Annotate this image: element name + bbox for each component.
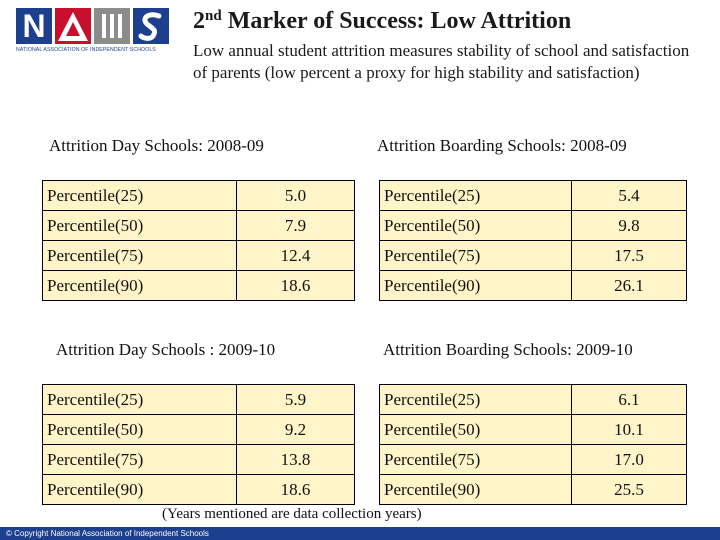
boarding-2009-table: Percentile(25) 6.1 Percentile(50) 10.1 Per… (379, 384, 687, 505)
table-row: Percentile(75) 13.8 (42, 444, 355, 475)
percentile-label: Percentile(50) (42, 414, 237, 445)
day-2008-title: Attrition Day Schools: 2008-09 (49, 136, 264, 155)
percentile-label: Percentile(90) (42, 270, 237, 301)
percentile-value: 6.1 (571, 384, 687, 415)
boarding-2009-title: Attrition Boarding Schools: 2009-10 (383, 340, 633, 359)
table-row: Percentile(90) 25.5 (379, 474, 687, 505)
percentile-value: 17.0 (571, 444, 687, 475)
percentile-value: 18.6 (236, 474, 355, 505)
title-text: Marker of Success: Low Attrition (221, 8, 572, 34)
percentile-label: Percentile(90) (379, 270, 572, 301)
percentile-value: 5.4 (571, 180, 687, 211)
table-row: Percentile(75) 17.5 (379, 240, 687, 271)
percentile-value: 9.2 (236, 414, 355, 445)
table-row: Percentile(50) 9.8 (379, 210, 687, 241)
percentile-label: Percentile(75) (42, 444, 237, 475)
table-row: Percentile(25) 5.4 (379, 180, 687, 211)
percentile-value: 12.4 (236, 240, 355, 271)
table-row: Percentile(25) 5.0 (42, 180, 355, 211)
page-title: 2nd Marker of Success: Low Attrition (193, 8, 571, 35)
percentile-label: Percentile(90) (42, 474, 237, 505)
table-row: Percentile(90) 18.6 (42, 474, 355, 505)
percentile-label: Percentile(50) (42, 210, 237, 241)
percentile-label: Percentile(50) (379, 414, 572, 445)
percentile-label: Percentile(50) (379, 210, 572, 241)
percentile-label: Percentile(25) (379, 180, 572, 211)
percentile-value: 17.5 (571, 240, 687, 271)
table-row: Percentile(75) 12.4 (42, 240, 355, 271)
logo-triangle-icon (55, 8, 91, 44)
percentile-value: 25.5 (571, 474, 687, 505)
title-superscript: nd (205, 8, 222, 24)
table-row: Percentile(50) 7.9 (42, 210, 355, 241)
percentile-label: Percentile(75) (379, 240, 572, 271)
logo-caption: NATIONAL ASSOCIATION OF INDEPENDENT SCHO… (16, 47, 156, 53)
percentile-value: 5.9 (236, 384, 355, 415)
footnote: (Years mentioned are data collection yea… (162, 506, 422, 522)
logo-columns-icon (94, 8, 130, 44)
day-2009-table: Percentile(25) 5.9 Percentile(50) 9.2 Perc… (42, 384, 355, 505)
percentile-label: Percentile(25) (42, 180, 237, 211)
footer-bar: © Copyright National Association of Inde… (0, 527, 720, 540)
percentile-value: 10.1 (571, 414, 687, 445)
table-row: Percentile(25) 5.9 (42, 384, 355, 415)
table-row: Percentile(75) 17.0 (379, 444, 687, 475)
percentile-value: 5.0 (236, 180, 355, 211)
table-row: Percentile(25) 6.1 (379, 384, 687, 415)
title-number: 2 (193, 8, 205, 34)
percentile-label: Percentile(75) (379, 444, 572, 475)
boarding-2008-title: Attrition Boarding Schools: 2008-09 (377, 136, 627, 155)
table-row: Percentile(50) 9.2 (42, 414, 355, 445)
nais-logo: N NATIONAL ASSOCIATION OF INDEPENDENT SC… (16, 8, 178, 60)
logo-tiles: N (16, 8, 178, 44)
percentile-value: 7.9 (236, 210, 355, 241)
percentile-value: 9.8 (571, 210, 687, 241)
percentile-value: 18.6 (236, 270, 355, 301)
percentile-label: Percentile(25) (379, 384, 572, 415)
logo-n-tile: N (16, 8, 52, 44)
percentile-label: Percentile(90) (379, 474, 572, 505)
copyright-text: © Copyright National Association of Inde… (6, 529, 209, 538)
page-subtitle: Low annual student attrition measures st… (193, 41, 690, 82)
percentile-label: Percentile(75) (42, 240, 237, 271)
table-row: Percentile(90) 26.1 (379, 270, 687, 301)
day-2008-table: Percentile(25) 5.0 Percentile(50) 7.9 Perc… (42, 180, 355, 301)
logo-s-swoosh-icon (133, 8, 169, 44)
day-2009-title: Attrition Day Schools : 2009-10 (56, 340, 276, 359)
percentile-value: 26.1 (571, 270, 687, 301)
percentile-value: 13.8 (236, 444, 355, 475)
table-row: Percentile(50) 10.1 (379, 414, 687, 445)
percentile-label: Percentile(25) (42, 384, 237, 415)
boarding-2008-table: Percentile(25) 5.4 Percentile(50) 9.8 Perc… (379, 180, 687, 301)
table-row: Percentile(90) 18.6 (42, 270, 355, 301)
